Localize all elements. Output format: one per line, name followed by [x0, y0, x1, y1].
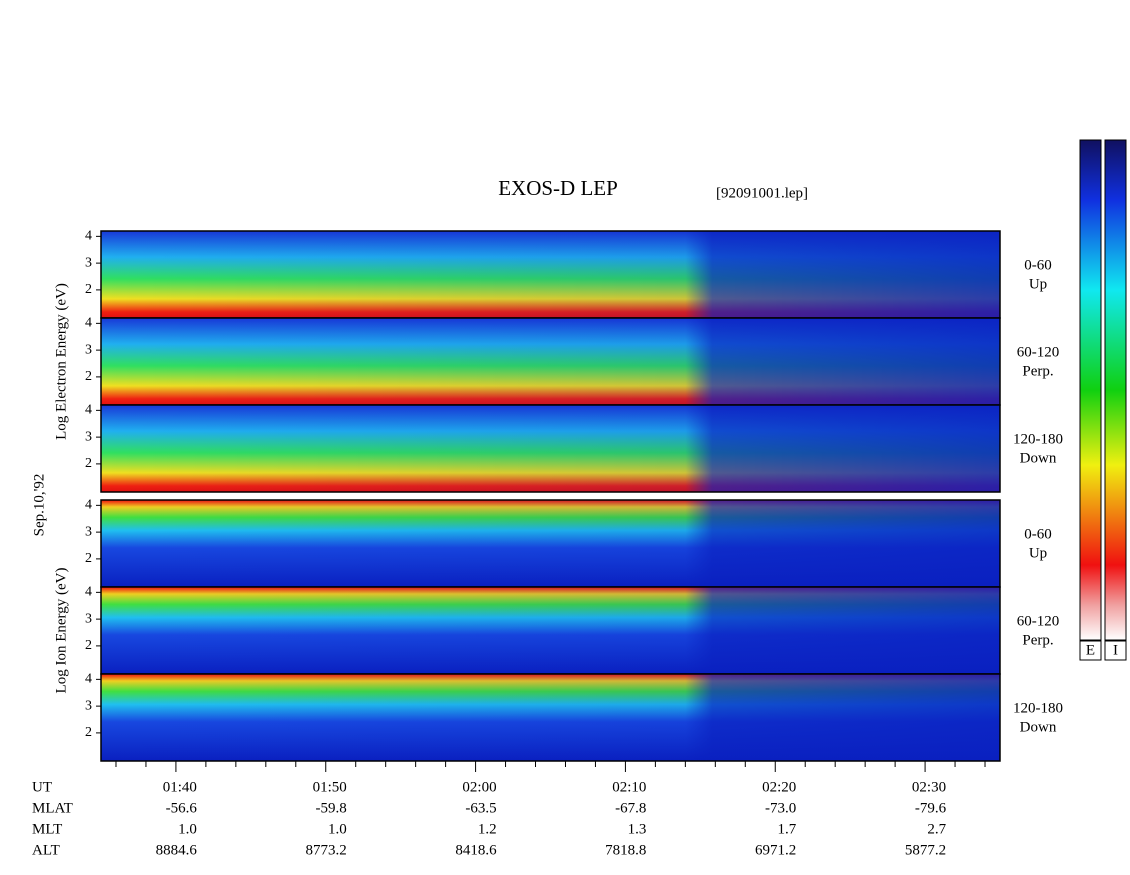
y-tick-label: 3: [85, 342, 92, 357]
y-tick-label: 2: [85, 551, 92, 566]
panel-label: 120-180: [1013, 700, 1063, 716]
y-tick-label: 4: [85, 672, 92, 687]
row-value: 5877.2: [905, 842, 946, 858]
y-tick-label: 4: [85, 498, 92, 513]
row-label: UT: [32, 779, 52, 795]
color-bar-box: [1079, 640, 1102, 661]
file-name: [92091001.lep]: [716, 185, 808, 201]
panel-label: Up: [1029, 545, 1047, 561]
row-label: ALT: [32, 842, 60, 858]
panel-border: [100, 404, 1001, 493]
y-tick-label: 4: [85, 585, 92, 600]
y-tick-label: 3: [85, 611, 92, 626]
row-value: 1.3: [628, 821, 647, 837]
color-bar: [1079, 139, 1102, 641]
panel-label: 120-180: [1013, 431, 1063, 447]
spectrogram-shade: [101, 405, 1000, 492]
y-tick-label: 3: [85, 524, 92, 539]
y-tick-label: 4: [85, 403, 92, 418]
row-value: 6971.2: [755, 842, 796, 858]
x-tick-label: 02:20: [762, 779, 796, 795]
chart-title: EXOS-D LEP: [498, 176, 618, 200]
panel-label: Up: [1029, 276, 1047, 292]
x-tick-label: 01:40: [163, 779, 197, 795]
panel-label: Down: [1020, 719, 1057, 735]
row-value: 8418.6: [455, 842, 497, 858]
x-tick-label: 02:30: [912, 779, 946, 795]
row-value: -59.8: [316, 800, 347, 816]
row-value: 1.7: [778, 821, 797, 837]
y-tick-label: 2: [85, 369, 92, 384]
y-tick-label: 2: [85, 725, 92, 740]
panel-label: 60-120: [1017, 613, 1060, 629]
row-value: 1.0: [178, 821, 197, 837]
y-tick-label: 3: [85, 698, 92, 713]
row-value: -79.6: [915, 800, 947, 816]
row-value: 2.7: [927, 821, 946, 837]
spectrogram-shade: [101, 318, 1000, 405]
panel-label: 60-120: [1017, 344, 1060, 360]
x-tick-label: 02:10: [612, 779, 646, 795]
row-value: -73.0: [765, 800, 796, 816]
row-value: -63.5: [465, 800, 496, 816]
panel-label: Perp.: [1022, 632, 1053, 648]
y-tick-label: 2: [85, 282, 92, 297]
color-bar: [1104, 139, 1127, 641]
spectrogram-shade: [101, 674, 1000, 761]
row-label: MLT: [32, 821, 62, 837]
panel-label: Down: [1020, 450, 1057, 466]
row-value: 1.0: [328, 821, 347, 837]
x-tick-label: 02:00: [462, 779, 496, 795]
y-tick-label: 4: [85, 316, 92, 331]
spectrogram-shade: [101, 231, 1000, 318]
y-tick-label: 4: [85, 229, 92, 244]
x-tick-label: 01:50: [313, 779, 347, 795]
panel-border: [100, 673, 1001, 762]
y-tick-label: 3: [85, 429, 92, 444]
spectrogram-shade: [101, 587, 1000, 674]
row-value: 7818.8: [605, 842, 646, 858]
color-bar-label: I: [1113, 642, 1118, 658]
color-bar-box: [1104, 640, 1127, 661]
y-axis-label: Log Ion Energy (eV): [53, 568, 69, 694]
row-label: MLAT: [32, 800, 73, 816]
y-axis-label: Log Electron Energy (eV): [53, 283, 69, 440]
y-tick-label: 2: [85, 456, 92, 471]
panel-label: 0-60: [1024, 257, 1052, 273]
row-value: -67.8: [615, 800, 646, 816]
y-tick-label: 3: [85, 255, 92, 270]
panel-label: 0-60: [1024, 526, 1052, 542]
spectrogram-shade: [101, 500, 1000, 587]
row-value: -56.6: [166, 800, 198, 816]
row-value: 8773.2: [306, 842, 347, 858]
color-bar-label: E: [1086, 642, 1095, 658]
date-label: Sep.10,'92: [31, 474, 47, 537]
row-value: 8884.6: [156, 842, 198, 858]
y-tick-label: 2: [85, 638, 92, 653]
panel-label: Perp.: [1022, 363, 1053, 379]
row-value: 1.2: [478, 821, 497, 837]
